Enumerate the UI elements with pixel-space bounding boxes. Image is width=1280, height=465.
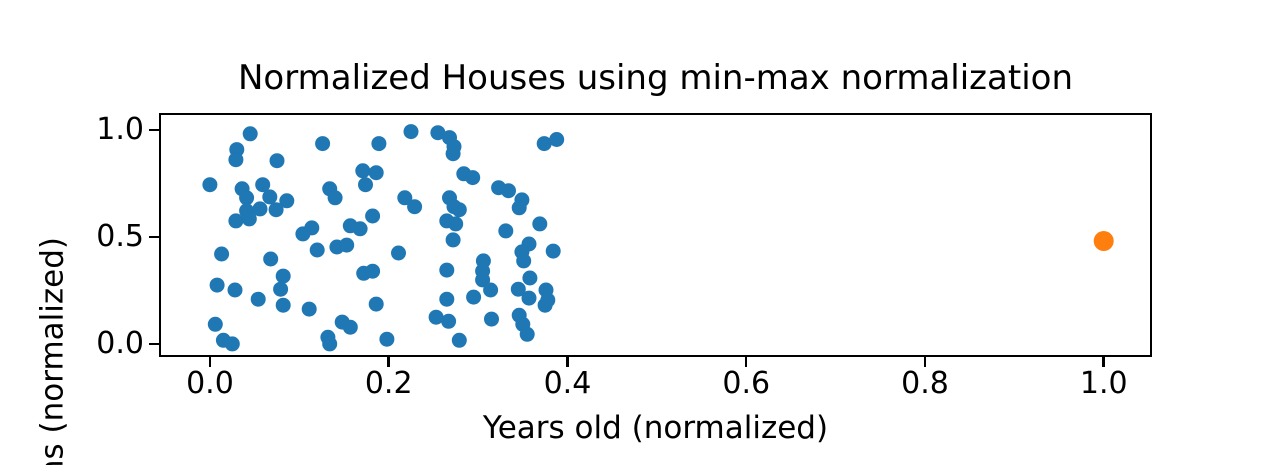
data-point <box>355 163 371 179</box>
data-point <box>466 289 482 305</box>
data-point <box>209 277 225 293</box>
plot-area <box>159 113 1152 357</box>
data-point <box>224 336 240 352</box>
data-point <box>365 263 381 279</box>
x-tick-label: 0.4 <box>543 366 592 401</box>
data-point <box>451 332 467 348</box>
data-point <box>250 291 266 307</box>
data-point <box>358 177 373 193</box>
data-point <box>263 251 279 267</box>
data-point <box>327 190 343 206</box>
data-point <box>475 272 491 288</box>
data-point <box>228 213 244 229</box>
data-point <box>255 177 271 193</box>
y-tick-mark <box>149 235 159 239</box>
data-point <box>241 211 257 227</box>
data-point <box>242 126 258 142</box>
y-tick-label: 1.0 <box>96 111 144 147</box>
data-point <box>521 290 537 306</box>
data-point <box>397 190 413 206</box>
x-tick-mark <box>923 357 927 367</box>
data-point <box>268 202 284 218</box>
data-point <box>214 246 230 262</box>
x-tick-mark <box>566 357 569 367</box>
data-point <box>262 189 278 205</box>
data-point <box>379 331 395 347</box>
x-tick-label: 0.2 <box>364 366 413 401</box>
data-point <box>368 296 384 312</box>
data-point <box>202 177 218 193</box>
data-point <box>273 281 289 297</box>
data-point <box>391 245 406 261</box>
data-point <box>315 136 331 152</box>
data-point <box>322 336 338 352</box>
data-point <box>428 309 444 325</box>
y-tick-mark <box>149 342 159 346</box>
data-point <box>365 208 381 224</box>
x-tick-label: 0.8 <box>901 366 949 401</box>
data-point <box>279 193 295 209</box>
data-point <box>545 243 561 259</box>
data-point <box>532 216 548 232</box>
outlier-point <box>1093 231 1114 251</box>
y-tick-label: 0.0 <box>96 325 144 361</box>
data-point <box>441 313 457 329</box>
data-point <box>498 223 514 239</box>
x-tick-label: 1.0 <box>1079 366 1128 401</box>
data-point <box>483 282 499 298</box>
data-point <box>484 311 499 327</box>
data-point <box>451 202 467 218</box>
data-point <box>445 146 461 162</box>
data-point <box>549 132 565 147</box>
data-point <box>407 199 423 215</box>
x-tick-mark <box>1102 357 1105 367</box>
y-tick-label: 0.5 <box>96 218 144 254</box>
data-point <box>501 183 516 199</box>
x-tick-label: 0.0 <box>186 366 234 401</box>
data-point <box>371 136 387 152</box>
x-tick-mark <box>744 357 748 367</box>
data-point <box>295 226 311 242</box>
data-point <box>403 124 419 140</box>
data-point <box>228 152 244 168</box>
chart-title: Normalized Houses using min-max normaliz… <box>238 58 1073 98</box>
data-point <box>368 165 384 181</box>
data-point <box>537 297 553 313</box>
data-point <box>352 221 368 237</box>
data-point <box>301 301 317 317</box>
data-point <box>275 297 291 313</box>
data-point <box>439 291 455 307</box>
y-tick-mark <box>149 128 159 132</box>
data-point <box>439 262 455 278</box>
data-point <box>309 242 325 258</box>
data-point <box>339 237 355 253</box>
data-point <box>430 125 446 141</box>
x-axis-label: Years old (normalized) <box>482 410 829 446</box>
x-tick-mark <box>387 357 390 367</box>
data-point <box>511 200 527 216</box>
data-point <box>519 326 535 342</box>
data-point <box>239 190 255 206</box>
x-tick-label: 0.6 <box>722 366 771 401</box>
data-point <box>445 232 461 248</box>
data-point <box>227 282 243 298</box>
scatter-points-layer <box>202 124 1114 352</box>
data-point <box>448 216 464 232</box>
data-point <box>252 201 268 217</box>
data-point <box>516 253 532 269</box>
data-point <box>536 136 552 152</box>
data-point <box>465 170 481 186</box>
data-point <box>342 319 358 335</box>
data-point <box>522 270 538 286</box>
data-point <box>510 281 526 297</box>
x-tick-mark <box>208 357 212 367</box>
data-point <box>275 268 291 284</box>
data-point <box>207 316 223 332</box>
data-point <box>269 153 285 169</box>
